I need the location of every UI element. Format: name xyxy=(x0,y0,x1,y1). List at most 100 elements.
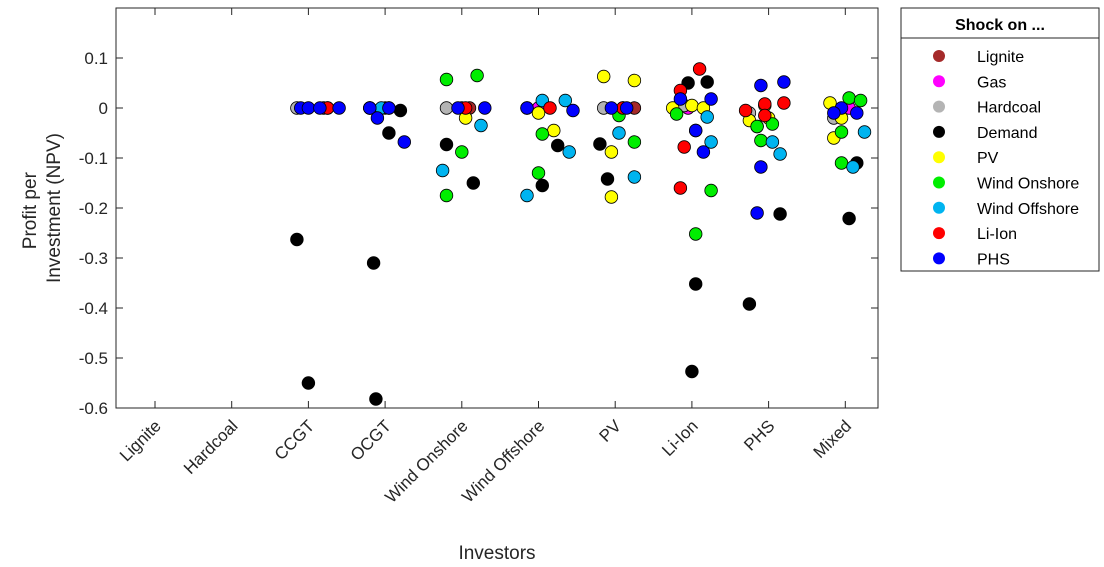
y-tick-label: 0.1 xyxy=(84,49,108,68)
legend-entry-hardcoal-label: Hardcoal xyxy=(977,100,1041,117)
point-wind-offshore xyxy=(704,135,718,149)
point-wind-onshore xyxy=(765,117,780,131)
point-pv xyxy=(627,73,642,88)
point-phs xyxy=(566,103,580,118)
legend-entry-demand-marker xyxy=(933,125,945,138)
legend-entry-phs-marker xyxy=(933,252,945,265)
legend-entry-gas-marker xyxy=(933,75,945,88)
point-phs xyxy=(604,101,619,115)
point-phs xyxy=(370,111,385,125)
point-phs xyxy=(478,101,492,115)
point-demand xyxy=(551,138,565,153)
point-phs xyxy=(750,206,764,220)
plot-area xyxy=(116,8,878,408)
legend-entry-wind-offshore-label: Wind Offshore xyxy=(977,201,1079,218)
point-li-ion xyxy=(543,101,557,115)
point-phs xyxy=(313,101,327,115)
point-wind-onshore xyxy=(834,125,849,139)
legend-entry-wind-onshore-marker xyxy=(933,176,945,189)
y-axis: 0.1 0 -0.1 -0.2 -0.3 -0.4 -0.5 -0.6 xyxy=(79,49,878,418)
point-demand xyxy=(600,172,615,186)
point-wind-offshore xyxy=(520,188,534,203)
point-li-ion xyxy=(758,97,772,111)
point-li-ion xyxy=(677,140,691,154)
legend-entry-wind-onshore-label: Wind Onshore xyxy=(977,176,1079,193)
point-demand xyxy=(466,176,481,190)
point-wind-onshore xyxy=(455,145,469,159)
point-pv xyxy=(547,123,561,138)
point-demand xyxy=(593,137,607,151)
point-phs xyxy=(754,78,768,93)
point-phs xyxy=(332,101,346,115)
point-wind-offshore xyxy=(765,135,780,149)
legend-entry-hardcoal-marker xyxy=(933,100,945,113)
point-demand xyxy=(842,211,856,226)
y-tick-label: -0.4 xyxy=(79,299,108,318)
point-wind-onshore xyxy=(531,166,546,180)
legend: Shock on ... Lignite Gas Hardcoal Demand PV Wi… xyxy=(900,7,1100,272)
y-axis-label: Profit per Investment (NPV) xyxy=(20,133,65,283)
point-li-ion xyxy=(777,96,791,110)
legend-title: Shock on ... xyxy=(955,17,1045,34)
point-hardcoal xyxy=(439,101,454,115)
point-phs xyxy=(704,92,718,106)
legend-entry-wind-offshore-marker xyxy=(933,201,945,214)
legend-entry-demand-label: Demand xyxy=(977,125,1037,142)
y-tick-label: -0.6 xyxy=(79,399,108,418)
data-points xyxy=(290,62,872,406)
x-tick-label: PV xyxy=(596,416,626,446)
point-demand xyxy=(369,392,383,406)
x-tick-label: Wind Offshore xyxy=(458,416,548,506)
point-phs xyxy=(777,75,791,89)
point-wind-offshore xyxy=(700,110,714,124)
point-wind-onshore xyxy=(853,93,868,108)
x-tick-label: Lignite xyxy=(116,416,165,465)
point-wind-onshore xyxy=(470,68,484,83)
x-tick-label: Hardcoal xyxy=(180,416,242,478)
point-li-ion xyxy=(673,181,688,195)
point-demand xyxy=(439,137,454,152)
point-wind-offshore xyxy=(562,145,576,159)
y-tick-label: -0.1 xyxy=(79,149,108,168)
point-demand xyxy=(382,126,396,140)
point-phs xyxy=(673,92,688,106)
point-wind-onshore xyxy=(535,127,550,141)
point-wind-onshore xyxy=(834,156,849,170)
point-demand xyxy=(393,103,408,118)
point-pv xyxy=(685,98,699,113)
point-wind-onshore xyxy=(754,133,768,148)
x-tick-label: Mixed xyxy=(810,416,856,462)
point-demand xyxy=(773,207,787,221)
x-tick-label: CCGT xyxy=(271,416,318,463)
point-demand xyxy=(742,297,757,311)
point-wind-offshore xyxy=(846,160,860,174)
point-phs xyxy=(689,123,703,138)
point-demand xyxy=(685,364,699,379)
point-phs xyxy=(754,160,768,174)
point-phs xyxy=(827,106,841,120)
legend-entry-lignite-marker xyxy=(933,50,945,62)
point-phs xyxy=(397,135,412,149)
point-li-ion xyxy=(758,108,772,123)
point-phs xyxy=(301,101,316,115)
point-li-ion xyxy=(738,103,753,118)
y-axis-label-line-2: Investment (NPV) xyxy=(44,133,65,283)
y-tick-label: 0 xyxy=(99,99,108,118)
point-wind-onshore xyxy=(439,72,454,87)
point-phs xyxy=(850,106,864,120)
y-tick-label: -0.3 xyxy=(79,249,108,268)
point-demand xyxy=(689,277,703,291)
point-phs xyxy=(382,101,396,115)
point-wind-offshore xyxy=(474,118,488,133)
x-tick-label: Li-Ion xyxy=(658,416,702,460)
point-demand xyxy=(301,376,316,390)
x-tick-label: PHS xyxy=(740,416,778,454)
y-tick-label: -0.2 xyxy=(79,199,108,218)
point-wind-offshore xyxy=(558,93,573,108)
point-demand xyxy=(366,256,381,270)
x-axis-label: Investors xyxy=(458,543,535,564)
point-phs xyxy=(363,101,377,115)
point-wind-onshore xyxy=(689,227,703,241)
x-tick-label: OCGT xyxy=(347,416,395,464)
